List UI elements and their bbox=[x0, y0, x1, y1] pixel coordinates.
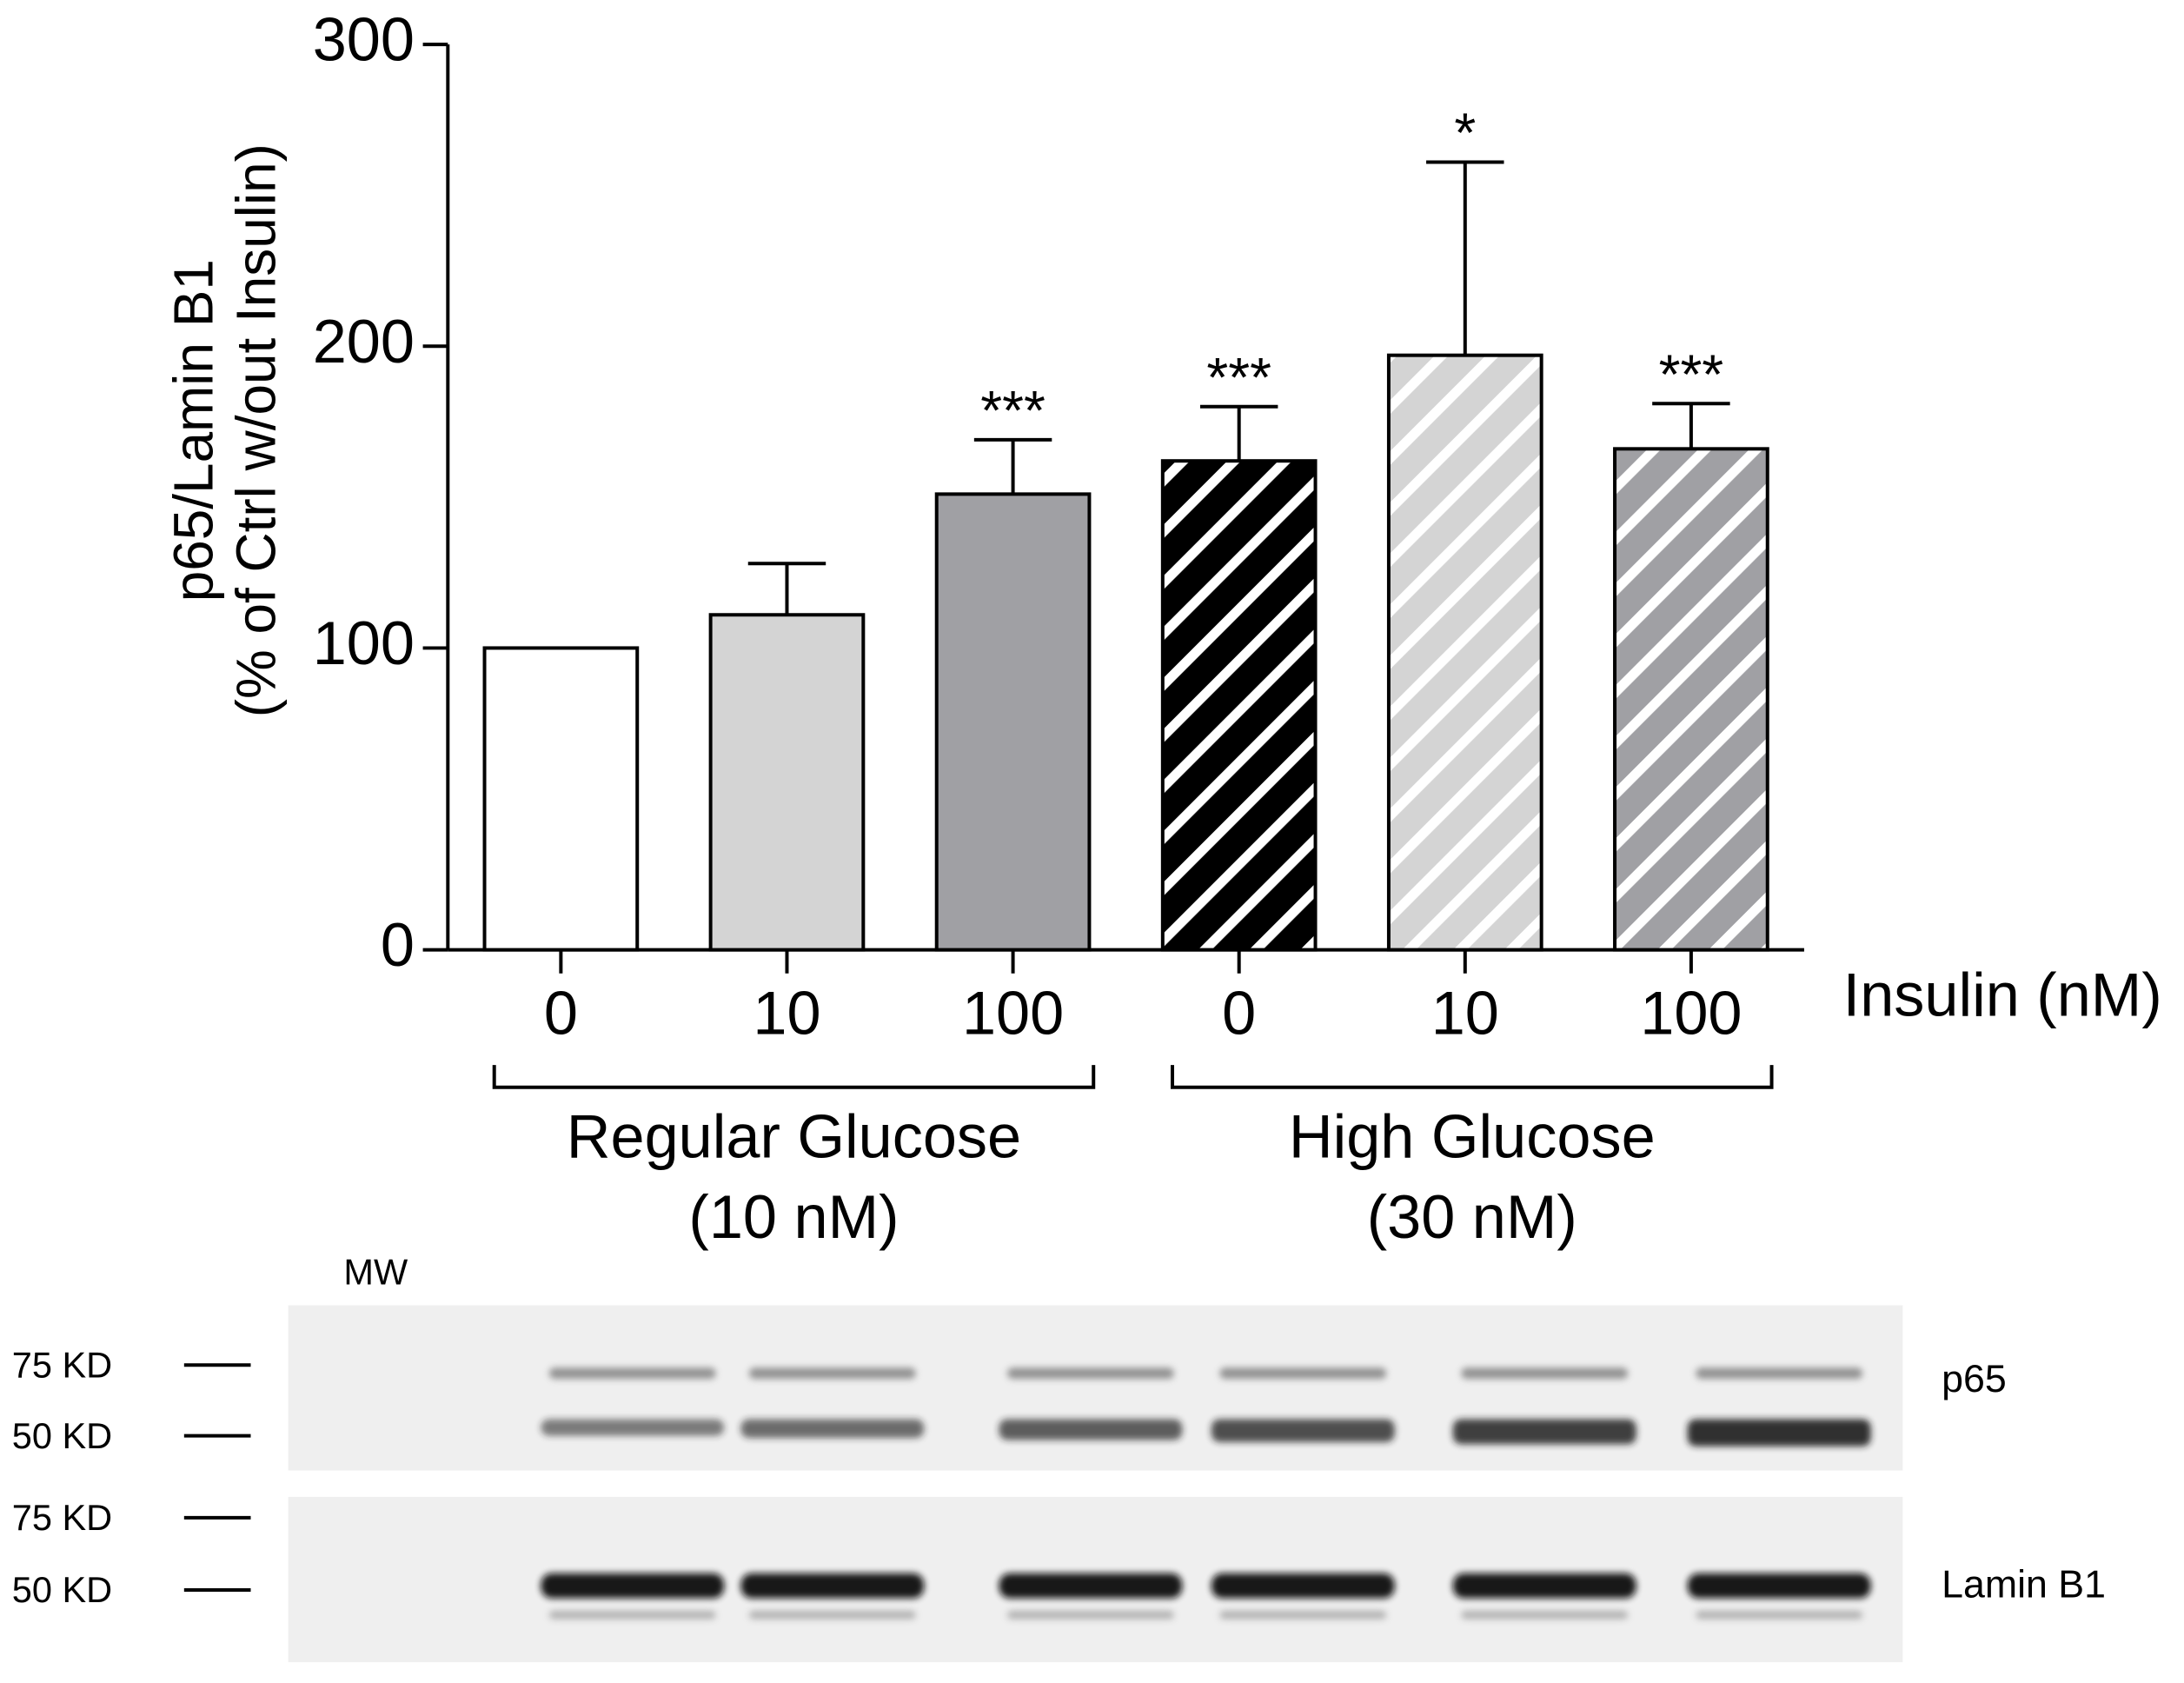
blot-panel bbox=[288, 1305, 1903, 1471]
group-bracket bbox=[1171, 1065, 1774, 1089]
x-tick-label: 100 bbox=[1640, 978, 1742, 1047]
band bbox=[1007, 1367, 1174, 1380]
marker-label: 75 KD bbox=[12, 1344, 112, 1385]
band bbox=[999, 1419, 1183, 1440]
x-tick-label: 10 bbox=[1431, 978, 1499, 1047]
band bbox=[748, 1610, 916, 1620]
marker-label: 50 KD bbox=[12, 1569, 112, 1610]
x-tick-label: 10 bbox=[753, 978, 820, 1047]
band bbox=[1219, 1610, 1387, 1620]
annotation: *** bbox=[980, 379, 1046, 442]
band bbox=[1452, 1573, 1636, 1599]
y-axis-label: (% of Ctrl w/out Insulin) bbox=[225, 143, 288, 717]
band bbox=[1211, 1419, 1395, 1442]
x-tick-label: 0 bbox=[1222, 978, 1256, 1047]
band bbox=[1687, 1573, 1871, 1599]
bar bbox=[482, 646, 640, 952]
band bbox=[1687, 1419, 1871, 1447]
bar bbox=[1613, 447, 1769, 952]
error-bar bbox=[747, 562, 826, 615]
annotation: *** bbox=[1659, 343, 1724, 405]
bar bbox=[934, 492, 1092, 952]
band bbox=[1461, 1610, 1629, 1620]
bar bbox=[1160, 459, 1318, 952]
band bbox=[541, 1573, 725, 1599]
annotation: *** bbox=[1206, 346, 1271, 409]
blot-label: p65 bbox=[1942, 1358, 2007, 1400]
y-tick-label: 300 bbox=[313, 5, 415, 74]
mw-label: MW bbox=[343, 1251, 408, 1292]
band bbox=[1461, 1367, 1629, 1380]
y-tick-label: 0 bbox=[381, 910, 415, 979]
band bbox=[1696, 1367, 1863, 1380]
error-bar bbox=[1652, 402, 1730, 449]
band bbox=[548, 1367, 716, 1380]
annotation: * bbox=[1454, 102, 1476, 164]
x-axis-label: Insulin (nM) bbox=[1843, 961, 2162, 1029]
band bbox=[548, 1610, 716, 1620]
group-label: Regular Glucose bbox=[567, 1102, 1021, 1171]
band bbox=[740, 1419, 925, 1439]
blot-label: Lamin B1 bbox=[1942, 1564, 2106, 1606]
band bbox=[1007, 1610, 1174, 1620]
group-label: High Glucose bbox=[1289, 1102, 1656, 1171]
group-label: (10 nM) bbox=[688, 1182, 899, 1251]
band bbox=[1696, 1610, 1863, 1620]
x-tick-label: 0 bbox=[544, 978, 578, 1047]
band bbox=[1452, 1419, 1636, 1445]
band bbox=[999, 1573, 1183, 1599]
error-bar bbox=[1199, 404, 1278, 462]
group-bracket bbox=[492, 1065, 1096, 1089]
bar bbox=[708, 613, 866, 952]
x-tick-label: 100 bbox=[962, 978, 1064, 1047]
y-tick-label: 100 bbox=[313, 609, 415, 677]
band bbox=[740, 1573, 925, 1599]
band bbox=[541, 1419, 725, 1436]
y-tick-label: 200 bbox=[313, 307, 415, 376]
marker-label: 75 KD bbox=[12, 1497, 112, 1538]
y-axis-label: p65/Lamin B1 bbox=[163, 259, 225, 602]
band bbox=[748, 1367, 916, 1380]
error-bar bbox=[973, 437, 1052, 495]
error-bar bbox=[1426, 160, 1504, 356]
group-label: (30 nM) bbox=[1367, 1182, 1577, 1251]
band bbox=[1211, 1573, 1395, 1599]
bar bbox=[1386, 353, 1543, 952]
marker-label: 50 KD bbox=[12, 1415, 112, 1456]
band bbox=[1219, 1367, 1387, 1380]
